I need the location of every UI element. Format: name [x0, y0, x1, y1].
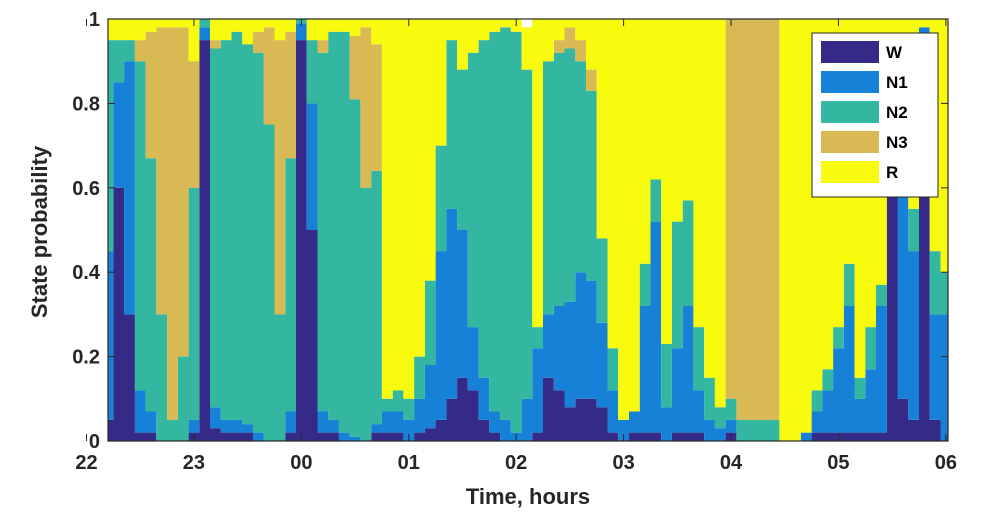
x-tick-label: 02 [505, 452, 527, 474]
y-tick-label: 1 [89, 9, 100, 31]
y-tick-label: 0.6 [72, 178, 100, 200]
x-tick-label: 22 [75, 452, 97, 474]
legend-swatch-w [821, 41, 879, 63]
y-tick-label: 0.8 [72, 93, 100, 115]
legend-swatch-n3 [821, 131, 879, 153]
ticks-layer: 22 23 00 01 02 03 04 05 06 0 0.2 0.4 0.6 0.8 1 [72, 9, 957, 474]
legend-swatch-n1 [821, 71, 879, 93]
legend-label-w: W [886, 43, 903, 62]
plot-frame [107, 18, 949, 442]
legend-label-n1: N1 [886, 73, 908, 92]
legend: W N1 N2 N3 R [811, 32, 939, 198]
x-tick-label: 05 [827, 452, 849, 474]
x-axis-title: Time, hours [466, 484, 590, 509]
y-tick-label: 0.2 [72, 347, 100, 369]
legend-label-r: R [886, 163, 898, 182]
x-tick-label: 01 [398, 452, 420, 474]
x-tick-label: 23 [183, 452, 205, 474]
y-tick-label: 0.4 [72, 262, 101, 284]
series-area-n2 [108, 19, 948, 441]
legend-label-n3: N3 [886, 133, 908, 152]
series-area-n1 [108, 23, 948, 441]
x-tick-label: 03 [612, 452, 634, 474]
legend-swatch-n2 [821, 101, 879, 123]
legend-label-n2: N2 [886, 103, 908, 122]
x-tick-label: 06 [935, 452, 957, 474]
y-tick-label: 0 [89, 431, 100, 453]
legend-swatch-r [821, 161, 879, 183]
series-area-n3 [108, 19, 948, 441]
x-tick-label: 00 [290, 452, 312, 474]
x-tick-label: 04 [720, 452, 743, 474]
y-axis-title: State probability [27, 145, 52, 318]
